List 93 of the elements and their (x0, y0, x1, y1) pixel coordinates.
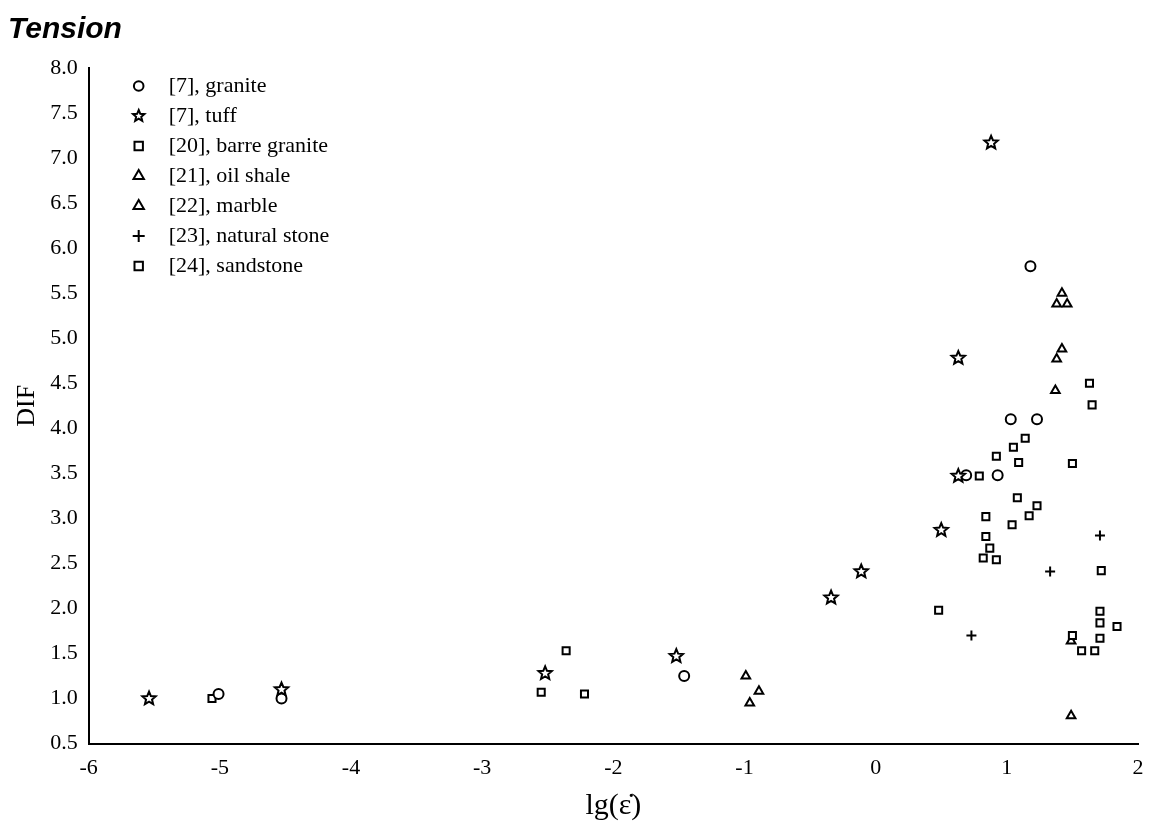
point (1090, 646, 1100, 656)
point (273, 681, 290, 697)
point (1084, 378, 1095, 388)
point (579, 689, 590, 699)
legend-label: [23], natural stone (168, 221, 330, 247)
point (1067, 630, 1077, 641)
y-tick-label: 3.5 (50, 459, 78, 485)
y-tick-label: 5.5 (50, 278, 78, 304)
point (1096, 566, 1106, 576)
x-tick-label: 1 (1001, 753, 1013, 779)
point (1008, 442, 1018, 452)
point (1020, 433, 1030, 443)
x-tick-label: 2 (1132, 753, 1144, 779)
point (1112, 621, 1122, 632)
x-tick-label: -3 (473, 753, 492, 779)
point (1014, 458, 1024, 468)
y-tick-label: 8.0 (50, 53, 78, 79)
point (1095, 618, 1105, 628)
point (678, 670, 691, 683)
legend-label: [7], tuff (168, 101, 238, 127)
point (1007, 520, 1017, 530)
point (950, 350, 966, 365)
y-tick-label: 4.5 (50, 369, 78, 395)
x-tick-label: -4 (341, 753, 361, 779)
legend-label: [24], sandstone (168, 251, 304, 277)
y-tick-label: 5.0 (50, 324, 78, 350)
point (753, 685, 765, 695)
y-tick-label: 6.0 (50, 233, 78, 259)
point (561, 646, 571, 656)
point (1044, 565, 1057, 578)
point (668, 648, 684, 663)
point (1050, 384, 1061, 394)
y-tick-label: 0.5 (50, 729, 78, 755)
point (981, 531, 991, 541)
point (991, 555, 1001, 565)
point (1095, 606, 1105, 616)
point (983, 134, 999, 150)
point (981, 512, 991, 522)
point (1067, 458, 1077, 468)
point (1061, 298, 1073, 308)
point (1056, 343, 1068, 353)
point (1012, 493, 1022, 503)
legend-label: [21], oil shale (168, 161, 291, 187)
point (985, 543, 995, 553)
point (1024, 260, 1037, 273)
point (1095, 633, 1105, 643)
point (212, 688, 225, 701)
point (141, 690, 157, 706)
point (1093, 529, 1106, 542)
point (965, 629, 978, 642)
point (1004, 413, 1017, 426)
point (934, 605, 944, 615)
chart-title: Tension (8, 11, 122, 45)
y-tick-label: 2.0 (50, 594, 78, 620)
point (1032, 501, 1042, 511)
x-tick-label: -5 (210, 753, 230, 779)
y-tick-label: 1.0 (50, 684, 78, 710)
point (1087, 400, 1097, 410)
point (1024, 511, 1034, 521)
y-tick-label: 2.5 (50, 549, 78, 575)
point (1051, 298, 1063, 308)
y-tick-label: 3.0 (50, 504, 78, 530)
y-tick-label: 4.0 (50, 414, 78, 440)
point (978, 553, 988, 563)
point (950, 468, 966, 483)
y-axis-title: DIF (11, 384, 41, 427)
point (1056, 287, 1068, 297)
point (1051, 352, 1063, 363)
x-tick-label: 0 (870, 753, 882, 779)
point (823, 589, 839, 605)
point (1077, 646, 1087, 656)
x-tick-label: -1 (735, 753, 754, 779)
point (740, 670, 752, 680)
point (853, 563, 869, 579)
legend-label: [20], barre granite (168, 131, 329, 157)
x-tick-label: -2 (604, 753, 623, 779)
point (991, 469, 1004, 482)
point (974, 471, 984, 481)
point (1065, 709, 1077, 720)
y-tick-label: 7.5 (50, 98, 78, 124)
legend-label: [7], granite (168, 71, 267, 97)
y-tick-label: 7.0 (50, 143, 78, 169)
point (744, 697, 756, 707)
legend-label: [22], marble (168, 191, 278, 217)
x-tick-label: -6 (79, 753, 98, 779)
point (537, 665, 553, 680)
point (933, 522, 949, 537)
point (1031, 413, 1044, 426)
y-tick-label: 1.5 (50, 639, 78, 665)
x-axis-title: lg(ε̇) (585, 786, 642, 821)
y-tick-label: 6.5 (50, 188, 78, 214)
point (536, 687, 546, 697)
point (991, 451, 1001, 461)
